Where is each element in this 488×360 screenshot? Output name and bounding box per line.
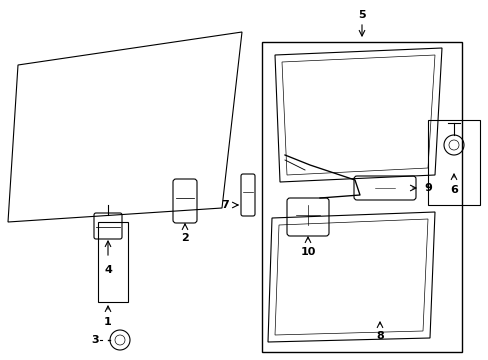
Bar <box>262 42 461 352</box>
Bar <box>427 120 479 205</box>
Text: 1: 1 <box>104 317 112 327</box>
Text: 7: 7 <box>221 200 228 210</box>
Text: 3: 3 <box>91 335 99 345</box>
Text: 2: 2 <box>181 233 188 243</box>
Text: 10: 10 <box>300 247 315 257</box>
Text: 6: 6 <box>449 185 457 195</box>
Text: 8: 8 <box>375 331 383 341</box>
Text: 4: 4 <box>104 265 112 275</box>
Text: 9: 9 <box>423 183 431 193</box>
Text: 5: 5 <box>357 10 365 20</box>
